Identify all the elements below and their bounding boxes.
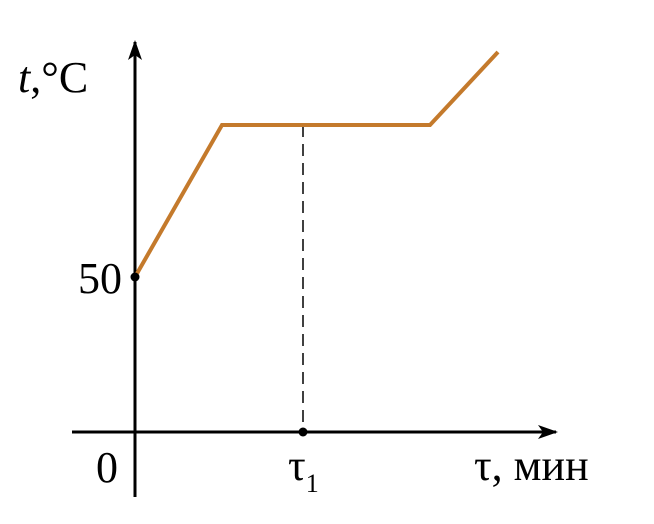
x-axis-label: τ, мин xyxy=(474,441,589,490)
x-tick-label: τ1 xyxy=(288,441,319,498)
y-axis-label: t,°C xyxy=(18,53,88,102)
x-tick-base: τ xyxy=(288,441,306,490)
x-tick-sub: 1 xyxy=(306,469,319,498)
temperature-curve xyxy=(133,50,500,278)
y-axis-unit: ,°C xyxy=(30,53,88,102)
point xyxy=(298,427,308,437)
point xyxy=(130,272,140,282)
y-tick-label: 50 xyxy=(78,254,122,303)
origin-label: 0 xyxy=(96,443,118,492)
y-axis-symbol: t xyxy=(18,53,32,102)
